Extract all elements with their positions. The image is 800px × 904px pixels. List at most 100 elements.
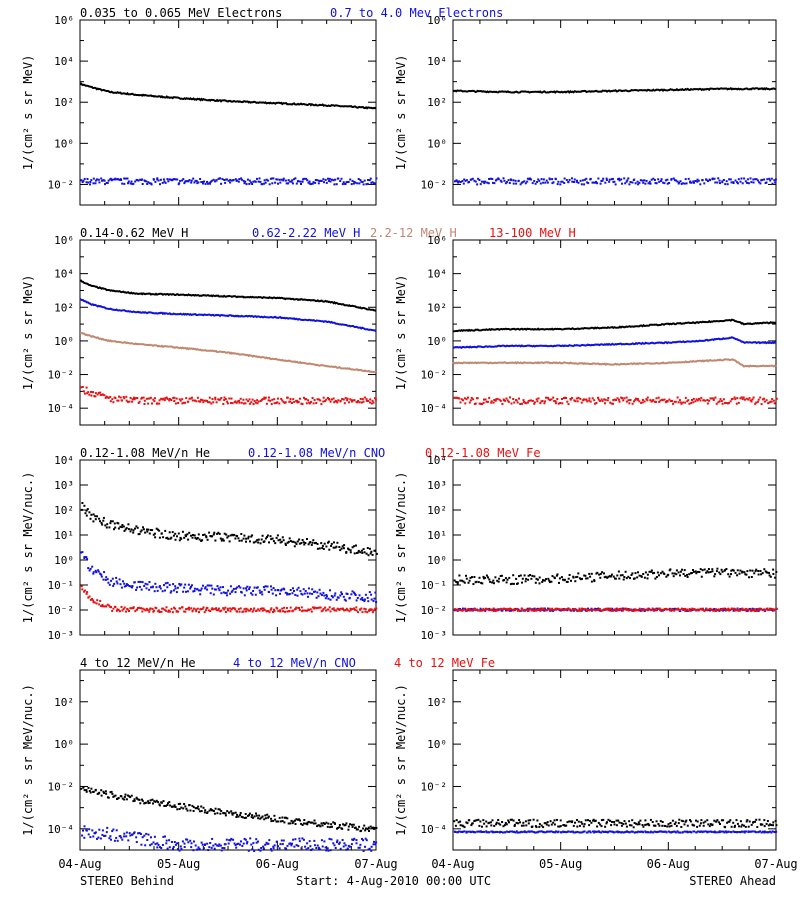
data-point bbox=[465, 821, 468, 824]
data-point bbox=[714, 573, 717, 576]
data-point bbox=[141, 836, 144, 839]
y-tick-label: 10² bbox=[54, 696, 74, 709]
data-point bbox=[293, 590, 295, 592]
series-line bbox=[452, 87, 777, 94]
series-line bbox=[79, 331, 377, 374]
data-point bbox=[375, 826, 378, 829]
data-point bbox=[172, 396, 175, 399]
data-point bbox=[485, 825, 488, 828]
data-point bbox=[566, 608, 569, 610]
data-point bbox=[510, 179, 513, 182]
data-point bbox=[597, 821, 600, 824]
data-point bbox=[97, 178, 100, 181]
data-point bbox=[511, 609, 514, 612]
data-point bbox=[505, 181, 508, 184]
data-point bbox=[707, 830, 710, 833]
data-point bbox=[538, 608, 540, 611]
data-point bbox=[692, 569, 694, 571]
data-point bbox=[189, 809, 192, 812]
data-point bbox=[596, 830, 599, 833]
data-point bbox=[775, 607, 778, 610]
y-tick-label: 10⁶ bbox=[427, 14, 447, 27]
data-point bbox=[478, 576, 481, 579]
data-point bbox=[765, 399, 768, 402]
data-point bbox=[643, 179, 646, 182]
data-point bbox=[622, 607, 624, 610]
data-point bbox=[349, 398, 352, 401]
data-point bbox=[464, 179, 467, 182]
data-point bbox=[743, 571, 746, 574]
data-point bbox=[654, 824, 657, 827]
data-point bbox=[707, 568, 710, 570]
data-point bbox=[650, 609, 653, 611]
data-point bbox=[107, 396, 110, 399]
y-tick-label: 10³ bbox=[427, 479, 447, 492]
data-point bbox=[125, 831, 128, 834]
data-point bbox=[743, 608, 746, 611]
data-point bbox=[683, 823, 686, 826]
data-point bbox=[318, 588, 321, 591]
data-point bbox=[479, 607, 482, 610]
data-point bbox=[545, 179, 548, 182]
data-point bbox=[321, 609, 324, 612]
legend-label: 0.7 to 4.0 Mev Electrons bbox=[330, 6, 503, 20]
data-point bbox=[363, 600, 366, 603]
data-point bbox=[740, 396, 743, 399]
data-point bbox=[636, 576, 639, 579]
data-point bbox=[703, 182, 706, 185]
data-point bbox=[342, 823, 345, 826]
data-point bbox=[740, 608, 743, 611]
data-point bbox=[130, 180, 133, 183]
data-point bbox=[756, 826, 759, 828]
data-point bbox=[310, 821, 312, 824]
data-point bbox=[319, 848, 322, 851]
data-point bbox=[146, 183, 149, 185]
data-point bbox=[711, 177, 714, 180]
data-point bbox=[166, 536, 169, 539]
y-tick-label: 10¹ bbox=[54, 529, 74, 542]
data-point bbox=[343, 598, 346, 601]
data-point bbox=[348, 610, 351, 613]
data-point bbox=[202, 847, 205, 850]
data-point bbox=[81, 551, 84, 554]
data-point bbox=[146, 839, 149, 841]
data-point bbox=[113, 522, 116, 525]
data-point bbox=[458, 180, 460, 183]
data-point bbox=[191, 609, 194, 612]
data-point bbox=[481, 403, 484, 406]
data-point bbox=[483, 822, 486, 825]
data-point bbox=[747, 830, 750, 833]
data-point bbox=[176, 586, 179, 589]
data-point bbox=[85, 514, 88, 517]
data-point bbox=[474, 402, 477, 405]
data-point bbox=[533, 831, 536, 834]
data-point bbox=[114, 606, 117, 608]
data-point bbox=[80, 508, 83, 511]
data-point bbox=[224, 398, 227, 400]
data-point bbox=[491, 831, 494, 834]
data-point bbox=[229, 592, 232, 595]
data-point bbox=[674, 821, 677, 824]
data-point bbox=[100, 177, 103, 180]
data-point bbox=[456, 582, 459, 585]
data-point bbox=[80, 179, 83, 182]
data-point bbox=[482, 607, 485, 610]
data-point bbox=[197, 808, 200, 811]
data-point bbox=[174, 843, 177, 846]
data-point bbox=[741, 830, 744, 833]
data-point bbox=[119, 525, 122, 528]
data-point bbox=[259, 817, 262, 820]
data-point bbox=[264, 843, 267, 846]
data-point bbox=[179, 179, 182, 182]
data-point bbox=[216, 812, 219, 815]
data-point bbox=[285, 816, 287, 819]
y-tick-label: 10⁴ bbox=[54, 268, 74, 281]
data-point bbox=[94, 395, 97, 398]
data-point bbox=[272, 819, 275, 822]
data-point bbox=[128, 585, 131, 587]
data-point bbox=[234, 844, 237, 847]
data-point bbox=[325, 821, 328, 824]
data-point bbox=[119, 583, 122, 586]
data-point bbox=[119, 835, 122, 838]
